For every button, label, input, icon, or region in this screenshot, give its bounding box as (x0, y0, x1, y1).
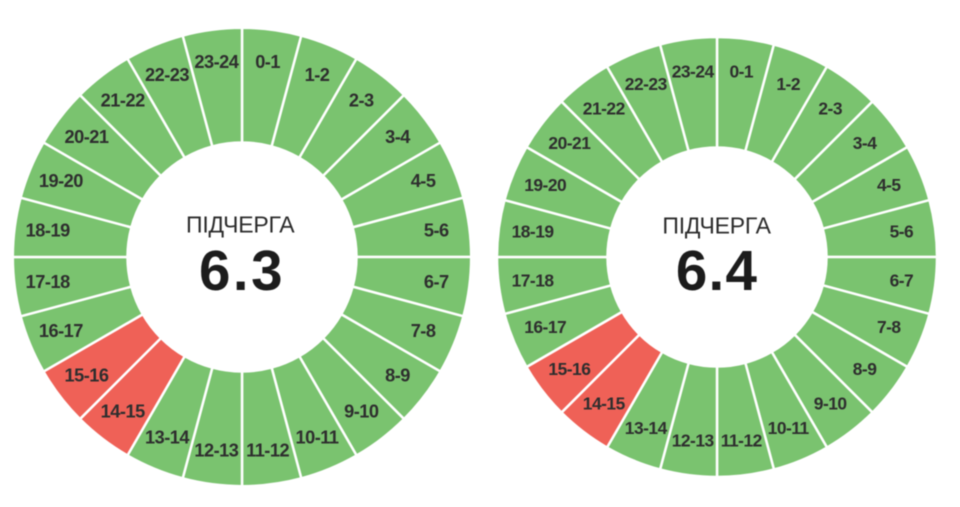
svg-text:20-21: 20-21 (548, 133, 591, 153)
svg-text:6-7: 6-7 (424, 272, 449, 292)
svg-text:8-9: 8-9 (385, 366, 410, 386)
svg-text:10-11: 10-11 (295, 427, 338, 447)
svg-text:8-9: 8-9 (853, 359, 877, 379)
svg-text:15-16: 15-16 (64, 366, 108, 386)
svg-text:16-17: 16-17 (39, 321, 83, 341)
svg-text:3-4: 3-4 (385, 127, 411, 147)
svg-text:18-19: 18-19 (26, 221, 70, 241)
svg-text:11-12: 11-12 (246, 441, 289, 461)
svg-text:0-1: 0-1 (729, 62, 753, 82)
svg-text:4-5: 4-5 (877, 175, 901, 195)
svg-text:10-11: 10-11 (768, 418, 810, 438)
svg-text:14-15: 14-15 (583, 394, 626, 414)
svg-text:12-13: 12-13 (194, 441, 238, 461)
svg-text:0-1: 0-1 (255, 52, 280, 72)
svg-text:19-20: 19-20 (39, 171, 83, 191)
svg-text:2-3: 2-3 (349, 91, 374, 111)
svg-text:20-21: 20-21 (64, 127, 108, 147)
svg-text:1-2: 1-2 (305, 65, 330, 85)
svg-text:6.4: 6.4 (676, 239, 758, 302)
svg-text:17-18: 17-18 (512, 270, 555, 290)
svg-text:19-20: 19-20 (524, 175, 566, 195)
svg-text:5-6: 5-6 (890, 222, 914, 242)
svg-text:12-13: 12-13 (672, 430, 715, 450)
svg-text:23-24: 23-24 (672, 62, 715, 82)
svg-text:3-4: 3-4 (853, 133, 877, 153)
svg-text:13-14: 13-14 (625, 418, 668, 438)
svg-text:14-15: 14-15 (101, 402, 145, 422)
svg-text:13-14: 13-14 (145, 427, 190, 447)
svg-text:4-5: 4-5 (411, 171, 436, 191)
svg-text:9-10: 9-10 (814, 394, 847, 414)
svg-text:2-3: 2-3 (818, 98, 842, 118)
svg-text:11-12: 11-12 (721, 430, 762, 450)
svg-text:7-8: 7-8 (877, 317, 901, 337)
svg-text:7-8: 7-8 (411, 321, 436, 341)
svg-text:6-7: 6-7 (890, 270, 914, 290)
svg-text:9-10: 9-10 (344, 402, 379, 422)
svg-text:21-22: 21-22 (583, 98, 625, 118)
svg-text:22-23: 22-23 (625, 74, 668, 94)
svg-text:ПІДЧЕРГА: ПІДЧЕРГА (186, 211, 295, 237)
svg-text:21-22: 21-22 (101, 91, 145, 111)
svg-text:18-19: 18-19 (512, 222, 555, 242)
svg-text:5-6: 5-6 (424, 221, 449, 241)
svg-text:1-2: 1-2 (776, 74, 800, 94)
svg-text:ПІДЧЕРГА: ПІДЧЕРГА (662, 212, 771, 238)
svg-text:17-18: 17-18 (26, 272, 70, 292)
svg-text:23-24: 23-24 (194, 52, 239, 72)
svg-text:22-23: 22-23 (145, 65, 189, 85)
svg-text:15-16: 15-16 (548, 359, 591, 379)
svg-text:16-17: 16-17 (524, 317, 566, 337)
svg-text:6.3: 6.3 (199, 239, 285, 302)
